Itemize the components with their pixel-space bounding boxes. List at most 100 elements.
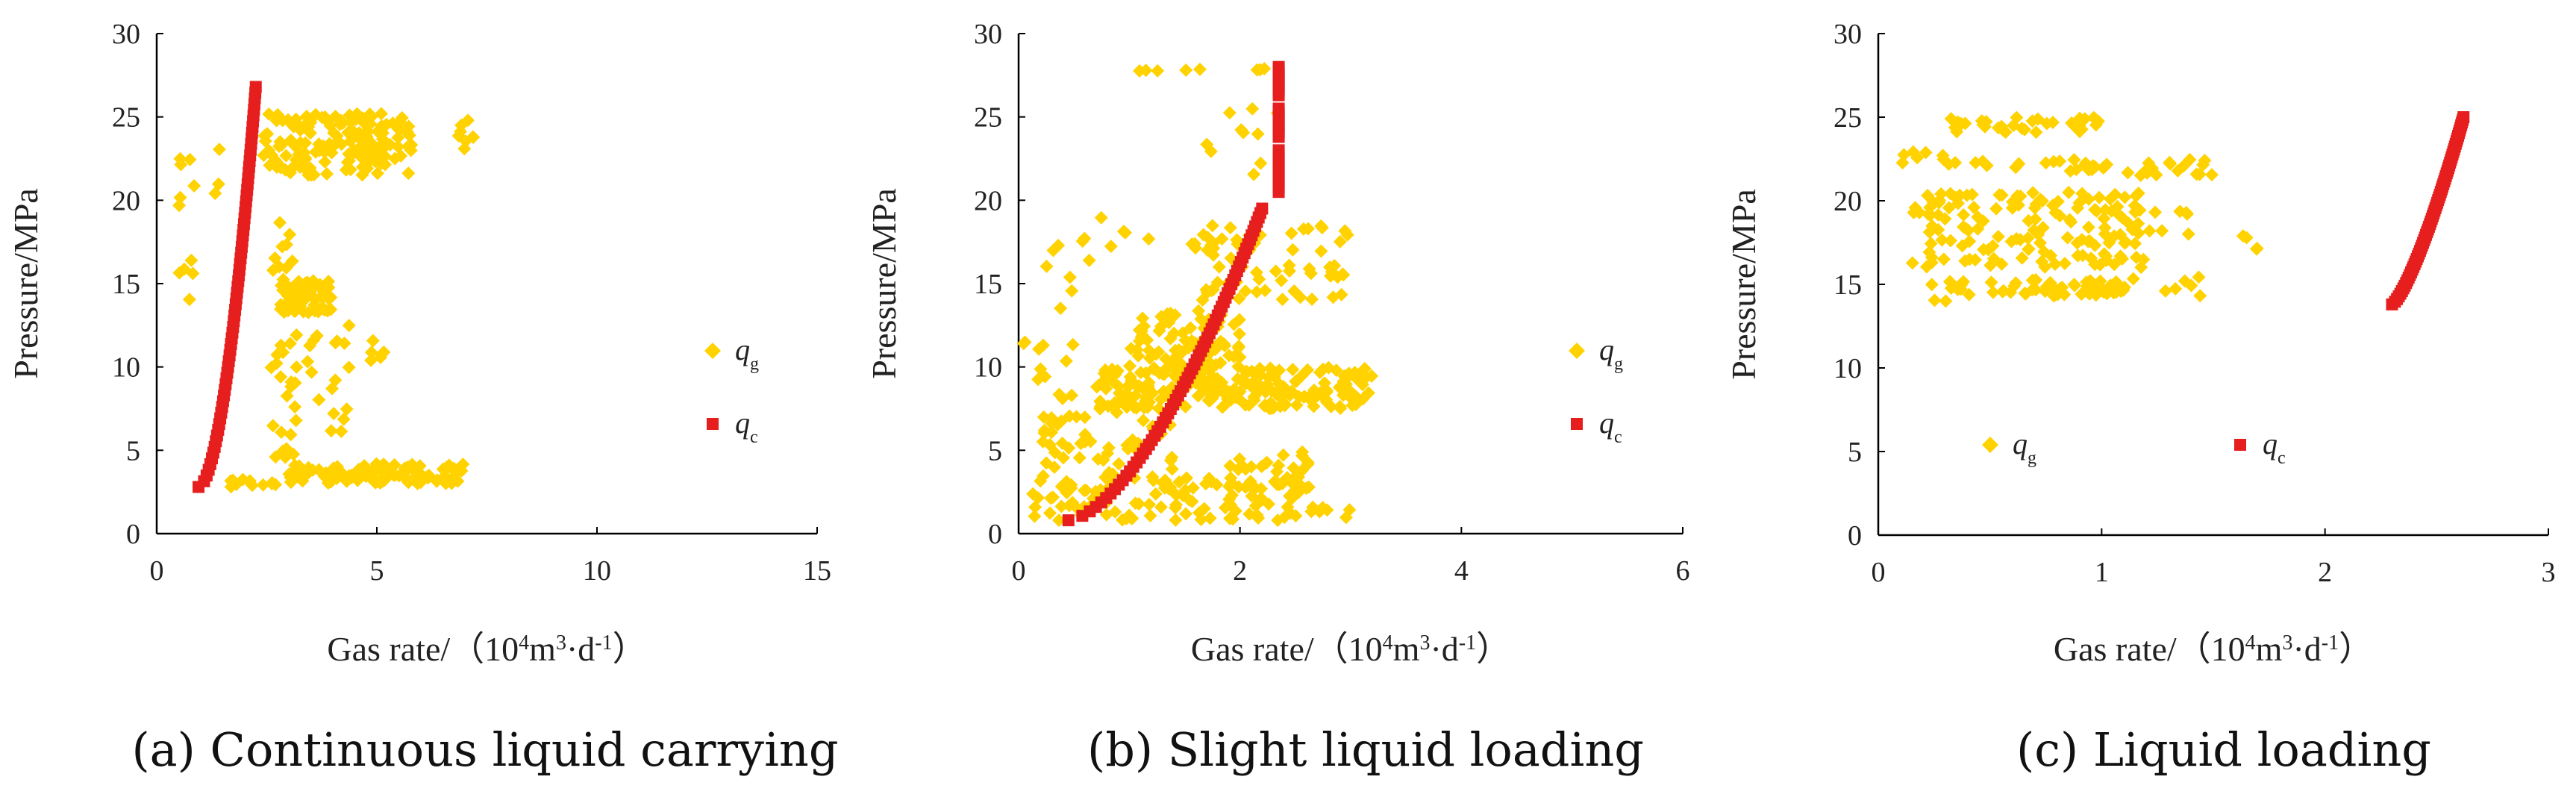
qg-point xyxy=(2117,280,2131,294)
qg-point xyxy=(1275,293,1289,307)
qg-point xyxy=(273,159,287,173)
y-tick-label: 20 xyxy=(974,185,1002,216)
qg-point xyxy=(2005,195,2019,209)
qg-point xyxy=(1288,285,1302,299)
qg-point xyxy=(2142,156,2156,170)
qg-point xyxy=(1142,232,1156,246)
qg-point xyxy=(2004,234,2019,249)
qg-point xyxy=(1222,479,1237,493)
qg-point xyxy=(1121,442,1135,456)
qg-point xyxy=(337,412,351,426)
qc-point xyxy=(1272,144,1285,157)
qg-point xyxy=(1045,410,1059,425)
x-axis-label: Gas rate/（104m3·d-1） xyxy=(2054,630,2373,668)
qg-point xyxy=(1261,370,1275,384)
qg-point xyxy=(275,240,290,254)
qg-points xyxy=(1016,61,1379,528)
qg-point xyxy=(1036,469,1050,483)
qg-point xyxy=(1254,156,1268,170)
y-tick-label: 30 xyxy=(1833,19,1862,50)
qg-point xyxy=(430,473,444,487)
qg-point xyxy=(325,381,340,396)
y-tick-label: 25 xyxy=(112,102,140,134)
qg-point xyxy=(1925,250,1939,264)
qg-point xyxy=(2108,187,2122,202)
qg-point xyxy=(436,462,450,476)
legend: qg qc xyxy=(1569,333,1623,447)
qg-point xyxy=(2104,278,2118,293)
qg-point xyxy=(183,152,197,166)
qg-point xyxy=(2142,224,2157,238)
qg-point xyxy=(1305,293,1319,307)
legend: qg qc xyxy=(704,333,759,447)
qg-point xyxy=(1142,395,1157,409)
x-tick-label: 4 xyxy=(1454,555,1469,587)
qg-point xyxy=(2249,242,2263,256)
caption-panel-c: (c) Liquid loading xyxy=(2016,722,2431,777)
qg-point xyxy=(276,272,290,287)
qc-point xyxy=(1272,60,1285,73)
qg-point xyxy=(1282,258,1296,272)
qg-point xyxy=(1232,313,1246,327)
qg-point xyxy=(2009,276,2023,290)
qg-point xyxy=(1104,239,1118,253)
qg-point xyxy=(1137,413,1151,428)
qg-point xyxy=(2070,236,2084,250)
qg-point xyxy=(1232,292,1246,306)
qg-point xyxy=(2149,168,2163,182)
qg-point xyxy=(1269,387,1283,401)
qg-point xyxy=(1233,350,1247,364)
qg-point xyxy=(283,337,297,351)
qg-point xyxy=(2236,229,2250,243)
qg-point xyxy=(1995,122,2010,137)
qg-point xyxy=(1250,285,1264,299)
qg-points xyxy=(1895,110,2264,308)
legend: qg qc xyxy=(1982,427,2286,468)
qg-point xyxy=(2118,190,2132,204)
qg-point xyxy=(1251,511,1266,525)
qg-point xyxy=(1359,370,1373,384)
qg-point xyxy=(1054,302,1068,316)
qg-point xyxy=(1228,504,1242,518)
qg-point xyxy=(274,369,288,384)
qg-point xyxy=(304,115,318,129)
qg-point xyxy=(2119,235,2133,249)
qg-point xyxy=(1222,349,1237,363)
x-tick-label: 2 xyxy=(1233,555,1247,587)
qg-point xyxy=(364,346,378,360)
y-tick-label: 30 xyxy=(112,19,140,50)
legend-qg-marker xyxy=(1569,343,1585,359)
qg-point xyxy=(1133,63,1147,78)
qg-point xyxy=(2062,185,2076,199)
qg-point xyxy=(1322,260,1337,275)
qc-point xyxy=(1272,102,1285,115)
qg-point xyxy=(2184,278,2198,293)
qg-point xyxy=(1205,219,1219,233)
qg-point xyxy=(1299,481,1313,496)
qg-point xyxy=(1216,400,1230,414)
qg-point xyxy=(173,152,187,166)
qg-point xyxy=(1239,284,1253,299)
qg-point xyxy=(1207,248,1221,262)
y-tick-label: 20 xyxy=(1833,186,1862,217)
qg-point xyxy=(1222,106,1237,120)
qg-point xyxy=(1324,399,1338,413)
qg-point xyxy=(1066,337,1080,352)
qg-point xyxy=(265,148,279,162)
qg-point xyxy=(342,360,356,375)
qc-points xyxy=(2386,111,2470,310)
qg-point xyxy=(1127,400,1141,414)
qg-point xyxy=(1304,266,1318,281)
qg-point xyxy=(1950,125,1964,139)
qg-point xyxy=(1322,360,1336,375)
qg-point xyxy=(381,462,396,476)
qg-point xyxy=(2072,111,2086,125)
qg-point xyxy=(1944,281,1958,296)
qg-point xyxy=(304,168,318,182)
qg-point xyxy=(177,262,191,276)
qg-point xyxy=(400,463,414,478)
qc-points xyxy=(193,81,262,493)
qg-point xyxy=(2107,257,2122,272)
qc-points xyxy=(1062,60,1285,527)
qg-point xyxy=(184,253,198,267)
